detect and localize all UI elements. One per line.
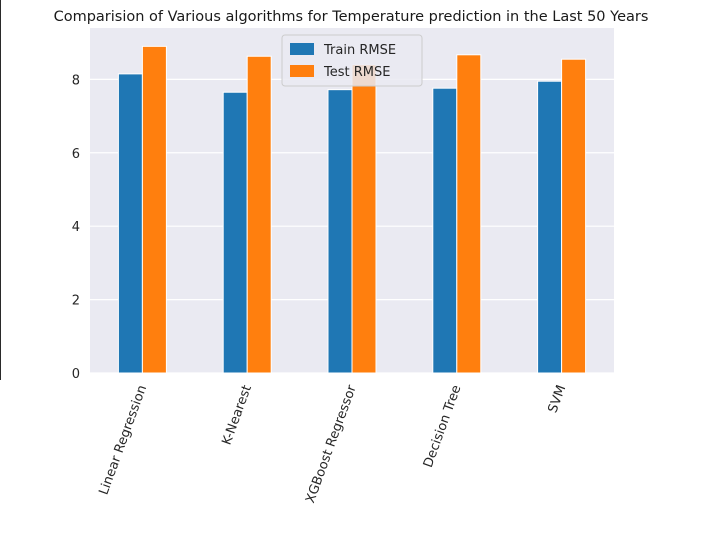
- bar-test-rmse: [246, 55, 272, 374]
- legend-swatch: [290, 65, 314, 77]
- bar-train-rmse: [327, 89, 353, 374]
- bar-train-rmse: [222, 91, 248, 374]
- x-tick-label: Linear Regression: [97, 383, 151, 497]
- legend-swatch: [290, 43, 314, 55]
- bar-train-rmse: [432, 87, 458, 374]
- bar-train-rmse: [117, 73, 143, 374]
- y-tick-label: 8: [72, 73, 80, 88]
- bar-test-rmse: [141, 45, 167, 374]
- legend-box: [281, 34, 423, 87]
- bar-test-rmse: [351, 64, 377, 374]
- x-axis-ticks: Linear Regression K-Nearest XGBoost Regres…: [97, 383, 570, 506]
- y-tick-label: 2: [72, 294, 80, 309]
- chart-title: Comparision of Various algorithms for Te…: [54, 9, 649, 25]
- bar-train-rmse: [537, 80, 563, 374]
- legend: Train RMSE Test RMSE: [281, 34, 423, 87]
- legend-label: Train RMSE: [323, 43, 396, 58]
- y-tick-label: 6: [72, 147, 80, 162]
- bars: [117, 45, 587, 374]
- window-edge: [0, 0, 1, 380]
- y-axis-ticks: 0 2 4 6 8: [72, 73, 80, 382]
- y-tick-label: 4: [72, 220, 80, 235]
- bar-test-rmse: [561, 58, 587, 374]
- bar-test-rmse: [456, 54, 482, 374]
- x-tick-label: XGBoost Regressor: [303, 383, 360, 506]
- legend-label: Test RMSE: [323, 65, 390, 80]
- x-tick-label: Decision Tree: [421, 383, 465, 469]
- x-tick-label: K-Nearest: [219, 383, 254, 447]
- x-tick-label: SVM: [546, 383, 570, 415]
- y-tick-label: 0: [72, 367, 80, 382]
